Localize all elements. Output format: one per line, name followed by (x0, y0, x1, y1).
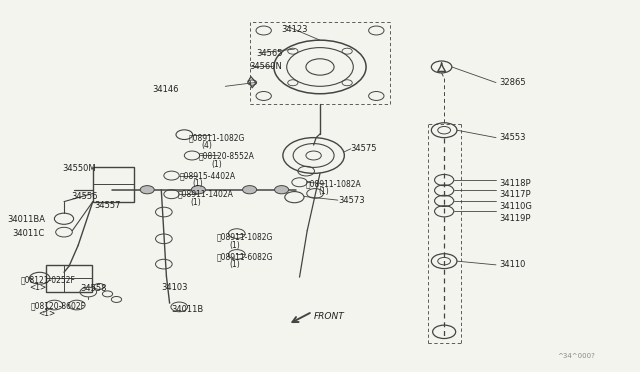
Text: <1>: <1> (29, 283, 46, 292)
Text: (1): (1) (229, 260, 240, 269)
Text: (1): (1) (319, 187, 330, 196)
Circle shape (243, 186, 257, 194)
Circle shape (275, 186, 289, 194)
Text: 34123: 34123 (282, 25, 308, 34)
Text: ^34^000?: ^34^000? (557, 353, 595, 359)
Text: Ⓑ08120-8552A: Ⓑ08120-8552A (198, 152, 254, 161)
Text: (4): (4) (202, 141, 212, 150)
Text: 34573: 34573 (338, 196, 365, 205)
Text: 34119P: 34119P (499, 214, 531, 223)
Text: Ⓑ08120-8602F: Ⓑ08120-8602F (31, 301, 86, 310)
Text: 34146: 34146 (153, 85, 179, 94)
Text: Ⓝ08911-1082G: Ⓝ08911-1082G (189, 133, 245, 142)
Text: 34011C: 34011C (13, 229, 45, 238)
Circle shape (191, 186, 205, 194)
Text: 34110G: 34110G (499, 202, 532, 211)
Text: 34118P: 34118P (499, 179, 531, 187)
Text: 34110: 34110 (499, 260, 525, 269)
Text: 34565: 34565 (256, 49, 282, 58)
Bar (93, 167, 134, 202)
Text: 34117P: 34117P (499, 190, 531, 199)
Circle shape (140, 186, 154, 194)
Text: (1): (1) (211, 160, 222, 169)
Text: Ⓝ08911-6082G: Ⓝ08911-6082G (216, 252, 273, 261)
Text: 34560N: 34560N (250, 62, 282, 71)
Text: (1): (1) (191, 198, 202, 207)
Text: Ⓝ08911-1082A: Ⓝ08911-1082A (306, 179, 362, 188)
Text: 34556: 34556 (72, 192, 98, 201)
Text: 34558: 34558 (80, 284, 106, 293)
Text: FRONT: FRONT (314, 312, 344, 321)
Text: Ⓝ08911-1402A: Ⓝ08911-1402A (178, 190, 234, 199)
Text: 34575: 34575 (351, 144, 377, 153)
Text: 34103: 34103 (161, 283, 188, 292)
Text: 34011BA: 34011BA (7, 215, 45, 224)
Text: <1>: <1> (38, 310, 56, 318)
Text: Ⓑ08121-0252F: Ⓑ08121-0252F (20, 275, 76, 284)
Text: 34011B: 34011B (172, 305, 204, 314)
Text: Ⓦ08915-4402A: Ⓦ08915-4402A (179, 171, 236, 180)
Text: (1): (1) (192, 179, 203, 188)
Bar (46, 265, 92, 292)
Text: 34550M: 34550M (63, 164, 97, 173)
Text: 32865: 32865 (499, 78, 526, 87)
Text: (1): (1) (229, 241, 240, 250)
Text: 34557: 34557 (95, 201, 121, 210)
Text: 34553: 34553 (499, 133, 525, 142)
Text: Ⓝ08911-1082G: Ⓝ08911-1082G (216, 233, 273, 242)
